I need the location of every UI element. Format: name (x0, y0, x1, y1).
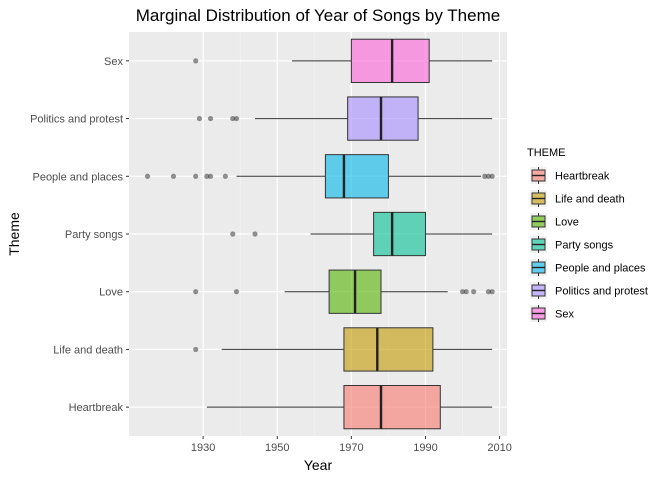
box-party-songs (230, 211, 493, 257)
outlier-point (489, 173, 495, 179)
legend-items: Heartbreak Life and death Love Party songs P… (530, 167, 648, 322)
y-tick-label: Politics and protest (30, 114, 123, 126)
legend-item-sex: Sex (530, 305, 574, 322)
x-tick-label: 2010 (487, 442, 511, 454)
outlier-point (233, 289, 240, 295)
outlier-point (193, 289, 199, 295)
outlier-point (230, 115, 236, 122)
y-tick-labels: Heartbreak Life and death Love Party songs P… (30, 56, 129, 414)
box-iqr (343, 385, 441, 430)
outlier-point (222, 173, 228, 179)
outlier-point (230, 231, 236, 237)
legend-title: THEME (527, 147, 566, 159)
outlier-point (207, 173, 214, 179)
box-life-and-death (193, 327, 493, 372)
box-iqr (347, 96, 419, 141)
outlier-point (193, 173, 199, 179)
outlier-point (489, 289, 495, 295)
box-iqr (343, 327, 434, 372)
outlier-point (207, 115, 214, 122)
y-tick-label: Life and death (53, 344, 123, 356)
outlier-point (196, 115, 203, 122)
legend-item-politics-and-protest: Politics and protest (530, 282, 648, 299)
box-people-and-places (144, 154, 495, 199)
legend-item-party-songs: Party songs (530, 236, 614, 253)
x-axis-label: Year (304, 457, 333, 473)
y-tick-label: Sex (104, 56, 123, 68)
box-iqr (324, 154, 389, 199)
legend-label: Heartbreak (555, 171, 610, 183)
outlier-point (193, 58, 199, 64)
y-axis-label: Theme (6, 212, 22, 256)
legend-item-love: Love (530, 213, 579, 230)
legend-label: Party songs (555, 240, 614, 252)
box-iqr (350, 38, 430, 83)
legend-label: People and places (555, 263, 646, 275)
x-tick-label: 1950 (265, 442, 289, 454)
boxes-layer (144, 38, 495, 430)
x-tick-label: 1970 (339, 442, 363, 454)
box-politics-and-protest (196, 96, 493, 141)
x-tick-label: 1990 (413, 442, 437, 454)
outlier-point (144, 173, 151, 179)
legend-item-heartbreak: Heartbreak (530, 167, 610, 184)
legend-item-life-and-death: Life and death (530, 190, 625, 207)
y-tick-label: Love (99, 287, 123, 299)
outlier-point (471, 289, 477, 295)
outlier-point (485, 173, 492, 179)
box-heartbreak (206, 385, 493, 430)
box-sex (193, 38, 493, 83)
outlier-point (193, 346, 199, 353)
y-tick-label: Heartbreak (69, 402, 124, 414)
chart-title: Marginal Distribution of Year of Songs b… (136, 6, 500, 25)
legend: THEME Heartbreak Life and death Love Party … (527, 147, 648, 322)
outlier-point (170, 173, 177, 179)
outlier-point (485, 289, 492, 295)
legend-label: Life and death (555, 194, 625, 206)
x-tick-label: 1930 (191, 442, 215, 454)
outlier-point (459, 289, 466, 295)
legend-label: Love (555, 217, 579, 229)
outlier-point (204, 173, 210, 179)
y-tick-label: Party songs (65, 229, 124, 241)
outlier-point (233, 115, 240, 122)
legend-label: Politics and protest (555, 286, 648, 298)
y-tick-label: People and places (32, 171, 123, 183)
outlier-point (252, 231, 258, 237)
outlier-point (482, 173, 488, 179)
legend-label: Sex (555, 309, 574, 321)
box-love (193, 269, 495, 314)
outlier-point (463, 289, 469, 295)
box-iqr (373, 211, 426, 257)
legend-item-people-and-places: People and places (530, 259, 646, 276)
x-tick-labels: 1930 1950 1970 1990 2010 (191, 436, 512, 454)
